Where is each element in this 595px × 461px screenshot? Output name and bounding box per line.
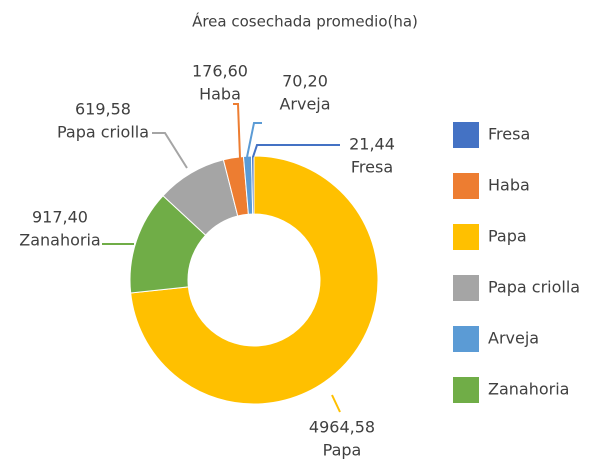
legend-label: Papa xyxy=(488,227,527,246)
data-label-name: Arveja xyxy=(279,95,330,114)
legend-swatch xyxy=(453,173,479,199)
data-label: 4964,58 xyxy=(309,418,375,437)
legend-label: Haba xyxy=(488,176,530,195)
leader-line xyxy=(252,144,340,158)
data-label-name: Fresa xyxy=(351,158,393,177)
legend-label: Zanahoria xyxy=(488,380,569,399)
leader-line xyxy=(246,122,262,158)
data-label: 176,60 xyxy=(192,62,248,81)
data-label-name: Zanahoria xyxy=(19,231,100,250)
data-label-name: Papa criolla xyxy=(57,123,149,142)
legend-swatch xyxy=(453,224,479,250)
data-label: 917,40 xyxy=(32,208,88,227)
data-label: 619,58 xyxy=(75,100,131,119)
data-label-name: Haba xyxy=(199,85,241,104)
doughnut-segment xyxy=(130,155,379,405)
leader-line xyxy=(233,103,241,159)
legend-swatch xyxy=(453,122,479,148)
legend-label: Fresa xyxy=(488,125,530,144)
legend-swatch xyxy=(453,275,479,301)
data-label-name: Papa xyxy=(323,441,362,460)
legend-label: Arveja xyxy=(488,329,539,348)
legend-label: Papa criolla xyxy=(488,278,580,297)
data-label: 21,44 xyxy=(349,135,395,154)
chart-title: Área cosechada promedio(ha) xyxy=(192,12,418,31)
leader-line xyxy=(152,132,188,169)
legend-swatch xyxy=(453,326,479,352)
legend-swatch xyxy=(453,377,479,403)
data-label: 70,20 xyxy=(282,72,328,91)
leader-line xyxy=(331,394,341,413)
